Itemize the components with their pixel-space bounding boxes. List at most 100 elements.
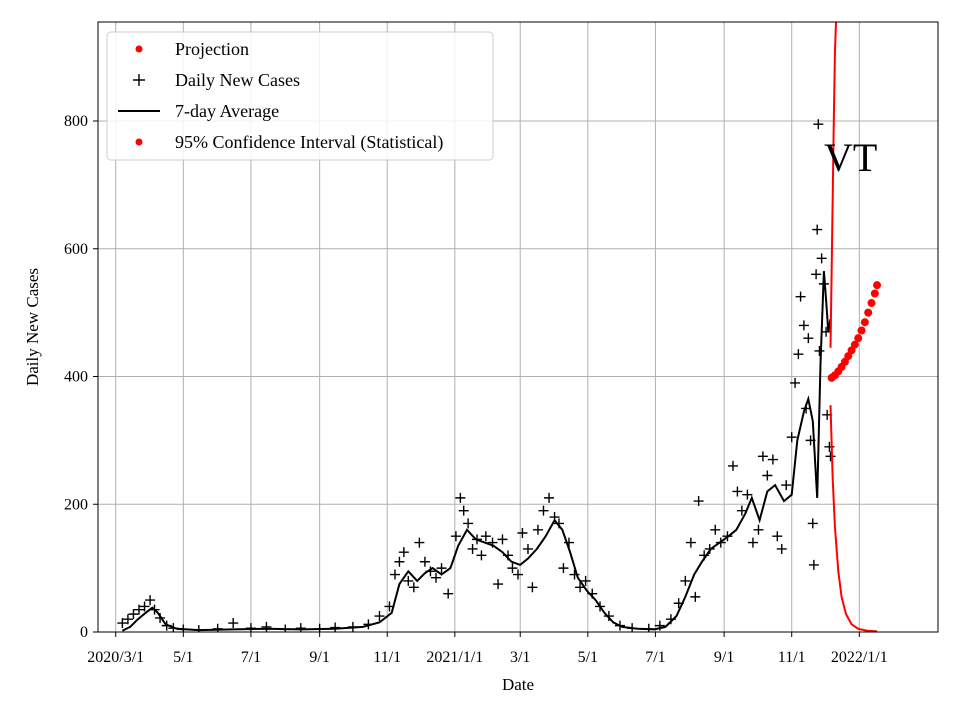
daily-case-marker [117, 618, 128, 629]
daily-case-marker [685, 537, 696, 548]
projection-point [864, 308, 873, 317]
daily-case-marker [408, 582, 419, 593]
x-tick-label: 2021/1/1 [426, 649, 483, 666]
daily-case-marker [736, 505, 747, 516]
x-tick-label: 5/1 [173, 649, 193, 666]
daily-case-marker [145, 595, 156, 606]
daily-case-marker [430, 572, 441, 583]
y-tick-label: 200 [64, 496, 88, 513]
daily-case-marker [455, 492, 466, 503]
daily-case-marker [394, 556, 405, 567]
daily-case-marker [814, 345, 825, 356]
ci-upper-line [829, 22, 837, 348]
daily-case-marker [732, 486, 743, 497]
daily-case-marker [710, 524, 721, 535]
daily-case-marker [480, 531, 491, 542]
daily-case-marker [807, 518, 818, 529]
daily-case-marker [742, 489, 753, 500]
daily-case-marker [139, 601, 150, 612]
daily-case-marker [419, 556, 430, 567]
x-tick-label: 11/1 [778, 649, 806, 666]
daily-case-marker [476, 550, 487, 561]
ci-lower-line [829, 405, 878, 632]
daily-case-marker [813, 119, 824, 130]
x-tick-label: 9/1 [309, 649, 329, 666]
y-tick-label: 600 [64, 241, 88, 258]
daily-case-marker [680, 575, 691, 586]
daily-case-marker [527, 582, 538, 593]
legend: Projection Daily New Cases 7-day Average 95… [106, 31, 494, 161]
daily-case-marker [389, 569, 400, 580]
projection-point [873, 281, 882, 290]
daily-case-marker [798, 320, 809, 331]
legend-entry: Projection [135, 39, 249, 59]
daily-case-marker [450, 531, 461, 542]
daily-case-marker [603, 611, 614, 622]
daily-case-marker [374, 611, 385, 622]
x-axis-label: Date [502, 675, 534, 694]
daily-case-marker [134, 604, 145, 615]
daily-case-marker [403, 575, 414, 586]
daily-case-marker [795, 291, 806, 302]
daily-case-marker [690, 591, 701, 602]
x-tick-label: 9/1 [714, 649, 734, 666]
daily-case-marker [522, 543, 533, 554]
projection-point [867, 299, 876, 308]
legend-label: 95% Confidence Interval (Statistical) [175, 132, 443, 153]
legend-dot-marker [135, 138, 143, 146]
y-tick-label: 800 [64, 113, 88, 130]
x-tick-label: 2022/1/1 [831, 649, 888, 666]
daily-case-marker [261, 621, 272, 632]
legend-entry: 7-day Average [118, 101, 279, 121]
daily-case-marker [772, 531, 783, 542]
daily-case-marker [414, 537, 425, 548]
daily-case-marker [493, 579, 504, 590]
y-tick-label: 400 [64, 369, 88, 386]
daily-case-marker [727, 460, 738, 471]
daily-case-marker [753, 524, 764, 535]
projection-point [850, 340, 859, 349]
annotation-state: VT [824, 135, 877, 180]
daily-case-marker [544, 492, 555, 503]
daily-case-marker [580, 575, 591, 586]
daily-case-marker [398, 547, 409, 558]
legend-entry: Daily New Cases [133, 70, 300, 90]
legend-entry: 95% Confidence Interval (Statistical) [135, 132, 443, 153]
daily-case-marker [781, 480, 792, 491]
daily-case-marker [513, 569, 523, 580]
projection-point [870, 289, 879, 298]
daily-case-marker [443, 588, 454, 599]
daily-case-marker [811, 269, 822, 280]
daily-case-marker [228, 618, 239, 629]
daily-case-marker [747, 537, 758, 548]
daily-case-marker [122, 614, 133, 625]
daily-case-marker [757, 451, 768, 462]
daily-case-marker [558, 563, 569, 574]
series-layer [117, 22, 882, 632]
daily-case-marker [436, 563, 447, 574]
x-tick-label: 5/1 [578, 649, 598, 666]
seven-day-average-line [121, 271, 832, 632]
daily-case-marker [803, 333, 814, 344]
daily-case-marker [821, 326, 832, 337]
x-tick-label: 11/1 [373, 649, 401, 666]
legend-label: Daily New Cases [175, 70, 300, 90]
daily-case-marker [517, 527, 528, 538]
legend-label: 7-day Average [175, 101, 279, 121]
daily-case-marker [128, 609, 139, 620]
daily-case-marker [812, 224, 823, 235]
y-tick-label: 0 [80, 624, 88, 641]
daily-case-marker [538, 505, 549, 516]
daily-case-marker [693, 496, 704, 507]
daily-case-marker [563, 537, 574, 548]
projection-point [854, 334, 863, 343]
daily-case-marker [767, 454, 778, 465]
daily-case-marker [825, 451, 836, 462]
daily-case-marker [793, 349, 804, 360]
x-tick-label: 7/1 [241, 649, 261, 666]
daily-case-marker [463, 518, 474, 529]
x-tick-label: 3/1 [510, 649, 530, 666]
legend-plus-marker [133, 74, 145, 86]
daily-case-marker [497, 534, 508, 545]
